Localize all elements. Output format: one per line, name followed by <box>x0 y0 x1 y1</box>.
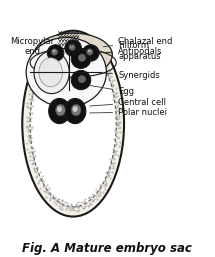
Ellipse shape <box>55 104 65 116</box>
Ellipse shape <box>57 106 62 112</box>
Circle shape <box>78 54 86 62</box>
Ellipse shape <box>26 38 106 107</box>
Circle shape <box>71 49 91 68</box>
Circle shape <box>82 45 99 61</box>
Ellipse shape <box>71 104 81 116</box>
Ellipse shape <box>34 33 112 77</box>
Ellipse shape <box>39 58 62 87</box>
Circle shape <box>47 45 64 61</box>
Text: Central cell: Central cell <box>90 98 166 107</box>
Circle shape <box>53 50 55 52</box>
Circle shape <box>69 44 76 51</box>
Circle shape <box>51 49 58 56</box>
Text: Egg: Egg <box>90 85 134 96</box>
Text: Synergids: Synergids <box>95 71 160 80</box>
Text: Fig. A Mature embryo sac: Fig. A Mature embryo sac <box>22 242 192 255</box>
Text: Filiform
apparatus: Filiform apparatus <box>95 41 161 61</box>
Ellipse shape <box>73 106 78 112</box>
Circle shape <box>71 70 91 90</box>
Text: Chalazal end: Chalazal end <box>103 37 172 47</box>
Circle shape <box>88 50 91 52</box>
Ellipse shape <box>64 98 86 124</box>
Ellipse shape <box>34 51 69 94</box>
Ellipse shape <box>30 40 116 207</box>
Text: Polar nuclei: Polar nuclei <box>90 107 167 116</box>
Circle shape <box>86 49 93 56</box>
Text: Antipodals: Antipodals <box>103 48 163 57</box>
Circle shape <box>65 40 81 56</box>
Circle shape <box>70 45 73 48</box>
Ellipse shape <box>22 31 124 217</box>
Circle shape <box>78 75 86 83</box>
Text: Micropylar
end: Micropylar end <box>10 36 54 56</box>
Ellipse shape <box>49 98 70 124</box>
